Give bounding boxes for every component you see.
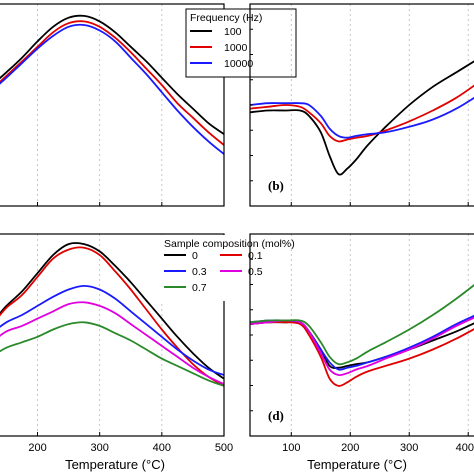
x-tick-label: 500 [215, 442, 233, 454]
series-line-0.5 [0, 301, 224, 385]
series-line-10000 [0, 23, 224, 155]
panel-d: 100 200 300 400 Temperature (°C) (d) [249, 233, 474, 472]
x-tick-label: 400 [153, 442, 171, 454]
x-tick-label: 400 [456, 442, 474, 454]
legend-entry: 0.5 [248, 266, 263, 278]
series-line-0.1 [250, 321, 474, 387]
legend-title: Sample composition (mol%) [164, 238, 295, 250]
series-line-10000 [250, 96, 474, 139]
panel-label: (b) [268, 178, 284, 193]
legend-entry: 0 [192, 250, 198, 262]
legend: Sample composition (mol%)0 0.10.3 0.50.7 [160, 235, 295, 301]
x-tick-label: 300 [90, 442, 108, 454]
series-line-1000 [250, 84, 474, 143]
x-tick-label: 200 [28, 442, 46, 454]
panel-a: Frequency (Hz) 100 1000 10000 [0, 3, 297, 207]
legend-entry: 0.3 [192, 266, 207, 278]
panel-c: 200 300 400 500 Temperature (°C) Sample compo… [0, 233, 295, 472]
x-axis-label: Temperature (°C) [65, 457, 165, 472]
series-line-0.7 [250, 284, 474, 366]
panel-label: (d) [268, 408, 284, 423]
panel-b: (b) [249, 3, 474, 207]
series-line-100 [250, 60, 474, 176]
legend-entry: 100 [224, 26, 242, 38]
series-line-100 [0, 14, 224, 135]
plot-frame [0, 3, 225, 207]
series-line-0.7 [0, 321, 224, 387]
legend-box [160, 235, 280, 301]
legend-title: Frequency (Hz) [190, 12, 262, 24]
legend-box [185, 8, 297, 78]
plot-frame [0, 233, 225, 437]
series-line-1000 [0, 20, 224, 146]
x-tick-label: 200 [341, 442, 359, 454]
legend: Frequency (Hz) 100 1000 10000 [185, 8, 297, 78]
legend-entry: 10000 [224, 58, 253, 70]
series-line-0.5 [250, 316, 474, 377]
legend-entry: 0.7 [192, 282, 207, 294]
x-axis-label: Temperature (°C) [307, 457, 407, 472]
x-tick-label: 100 [282, 442, 300, 454]
series-line-0.3 [0, 285, 224, 376]
series-line-0 [0, 242, 224, 380]
series-line-0 [250, 320, 474, 369]
x-tick-label: 300 [400, 442, 418, 454]
legend-entry: 1000 [224, 42, 248, 54]
